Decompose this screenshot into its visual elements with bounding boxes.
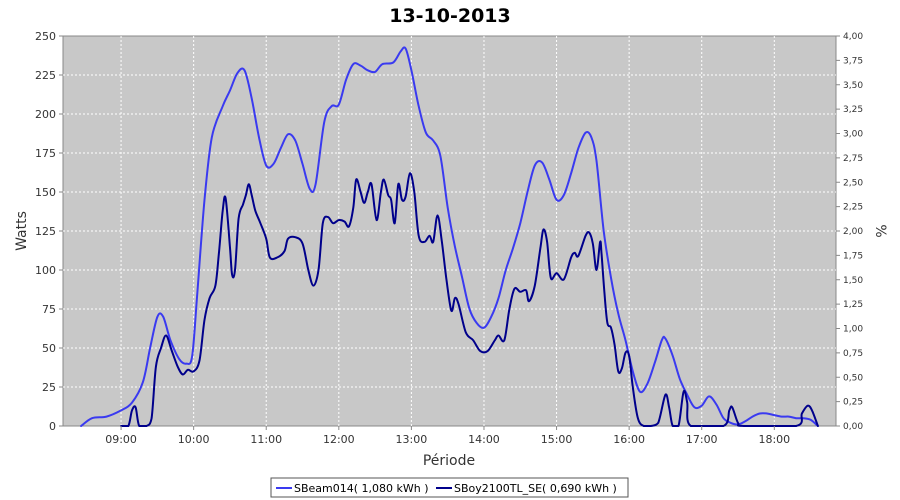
y2-tick-label: 1,00 [843, 325, 863, 335]
x-tick-label: 09:00 [105, 433, 137, 446]
series-line-0 [80, 46, 819, 427]
x-tick-label: 17:00 [686, 433, 718, 446]
y-tick-label: 50 [42, 342, 56, 355]
x-tick-label: 16:00 [613, 433, 645, 446]
y-tick-label: 125 [35, 225, 56, 238]
series-line-1 [120, 172, 819, 427]
y2-tick-label: 3,25 [843, 105, 863, 115]
y2-tick-label: 0,25 [843, 398, 863, 408]
y-tick-label: 225 [35, 69, 56, 82]
grid [63, 36, 836, 426]
legend-label-sboy2100tl: SBoy2100TL_SE( 0,690 kWh ) [454, 482, 617, 495]
y2-tick-label: 0,75 [843, 349, 863, 359]
y-tick-label: 150 [35, 186, 56, 199]
y2-tick-label: 3,75 [843, 56, 863, 66]
y2-tick-label: 3,00 [843, 130, 863, 140]
y2-tick-label: 0,00 [843, 422, 863, 432]
x-tick-label: 11:00 [250, 433, 282, 446]
legend-label-sbeam014: SBeam014( 1,080 kWh ) [294, 482, 429, 495]
y-tick-label: 75 [42, 303, 56, 316]
y2-tick-label: 2,00 [843, 227, 863, 237]
y2-tick-label: 2,50 [843, 178, 863, 188]
legend: SBeam014( 1,080 kWh ) SBoy2100TL_SE( 0,6… [270, 477, 629, 498]
x-tick-label: 13:00 [396, 433, 428, 446]
y-axis-label: Watts [14, 211, 30, 251]
y-tick-label: 25 [42, 381, 56, 394]
y2-tick-label: 2,75 [843, 154, 863, 164]
series-layer [80, 46, 819, 427]
y2-tick-label: 0,50 [843, 373, 863, 383]
y-tick-label: 175 [35, 147, 56, 160]
x-tick-label: 18:00 [758, 433, 790, 446]
y-tick-label: 100 [35, 264, 56, 277]
y2-tick-label: 1,50 [843, 276, 863, 286]
x-tick-label: 14:00 [468, 433, 500, 446]
x-tick-label: 15:00 [541, 433, 573, 446]
x-tick-label: 10:00 [178, 433, 210, 446]
y2-tick-label: 2,25 [843, 203, 863, 213]
y-tick-label: 250 [35, 30, 56, 43]
y2-tick-label: 3,50 [843, 81, 863, 91]
x-tick-label: 12:00 [323, 433, 355, 446]
y2-tick-label: 4,00 [843, 32, 863, 42]
axes: 0 25 50 75 100 125 150 175 200 225 250 09:00 10:00 11… [35, 30, 863, 446]
y-tick-label: 200 [35, 108, 56, 121]
chart-title: 13-10-2013 [389, 5, 511, 27]
y2-tick-label: 1,25 [843, 300, 863, 310]
y2-tick-label: 1,75 [843, 251, 863, 261]
y-tick-label: 0 [49, 420, 56, 433]
x-axis-label: Période [423, 453, 475, 469]
y2-axis-label: % [872, 224, 888, 237]
